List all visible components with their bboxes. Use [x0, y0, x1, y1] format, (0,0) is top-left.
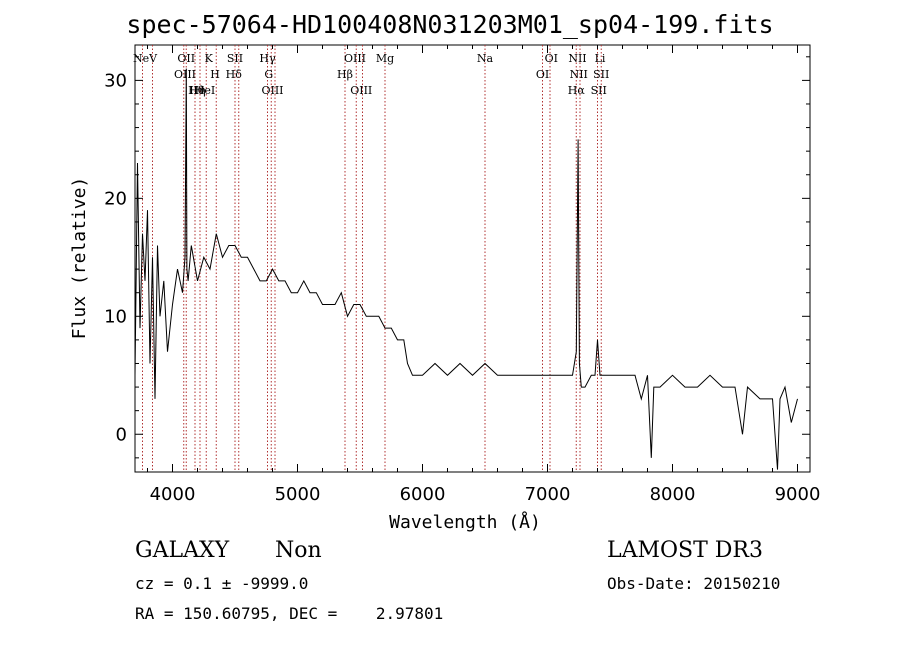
line-markers: [142, 45, 602, 472]
line-annotation-14: Hβ: [337, 68, 353, 81]
x-tick-label-8000: 8000: [650, 484, 696, 505]
line-annotation-3: Hη: [189, 84, 205, 97]
spectrum-series: [134, 68, 798, 470]
line-annotation-7: H: [210, 68, 220, 81]
line-annotation-12: OIII: [261, 84, 283, 97]
line-annotation-21: NII: [570, 68, 588, 81]
line-annotation-20: NII: [568, 52, 586, 65]
line-annotation-5: HeI: [195, 84, 215, 97]
line-annotation-6: K: [205, 52, 214, 65]
line-annotation-17: Na: [477, 52, 494, 65]
line-annotation-24: SII: [591, 84, 607, 97]
line-annotation-19: OI: [536, 68, 549, 81]
line-annotation-0: NeV: [133, 52, 158, 65]
y-tick-label-30: 30: [104, 70, 127, 91]
line-annotation-15: OIII: [350, 84, 372, 97]
line-annotation-4: Hθ: [188, 84, 205, 97]
x-tick-label-4000: 4000: [150, 484, 196, 505]
chart-title: spec-57064-HD100408N031203M01_sp04-199.f…: [126, 10, 774, 39]
plot-frame: [134, 44, 811, 473]
line-annotation-16: Mg: [376, 52, 394, 65]
y-tick-label-20: 20: [104, 188, 127, 209]
line-annotation-13: OIII: [344, 52, 366, 65]
line-annotation-1: OII: [177, 52, 195, 65]
line-annotation-22: Hα: [568, 84, 586, 97]
obs-date: Obs-Date: 20150210: [607, 574, 781, 593]
line-annotation-11: G: [264, 68, 273, 81]
line-annotation-10: Hγ: [259, 52, 276, 65]
coordinates: RA = 150.60795, DEC = 2.97801: [135, 604, 444, 623]
spectrum-line-0: [134, 68, 798, 470]
object-subclass: Non: [275, 538, 322, 563]
line-annotation-23: Li: [595, 52, 606, 65]
x-tick-label-7000: 7000: [525, 484, 571, 505]
object-class: GALAXY: [135, 538, 230, 563]
x-tick-label-9000: 9000: [775, 484, 821, 505]
line-annotation-9: Hδ: [226, 68, 243, 81]
x-axis-label: Wavelength (Å): [389, 511, 541, 533]
line-annotation-8: SII: [227, 52, 243, 65]
line-annotation-25: SII: [593, 68, 609, 81]
y-tick-label-10: 10: [104, 306, 127, 327]
line-annotation-18: OI: [545, 52, 558, 65]
y-tick-label-0: 0: [116, 424, 127, 445]
axis-ticks: 4000 5000 6000 7000 8000 9000 0 10 20 30: [104, 45, 820, 505]
x-tick-label-5000: 5000: [275, 484, 321, 505]
x-tick-label-6000: 6000: [400, 484, 446, 505]
redshift-line: cz = 0.1 ± -9999.0: [135, 574, 309, 593]
line-annotation-2: OIII: [174, 68, 196, 81]
y-axis-label: Flux (relative): [69, 177, 90, 340]
survey-label: LAMOST DR3: [607, 538, 763, 563]
